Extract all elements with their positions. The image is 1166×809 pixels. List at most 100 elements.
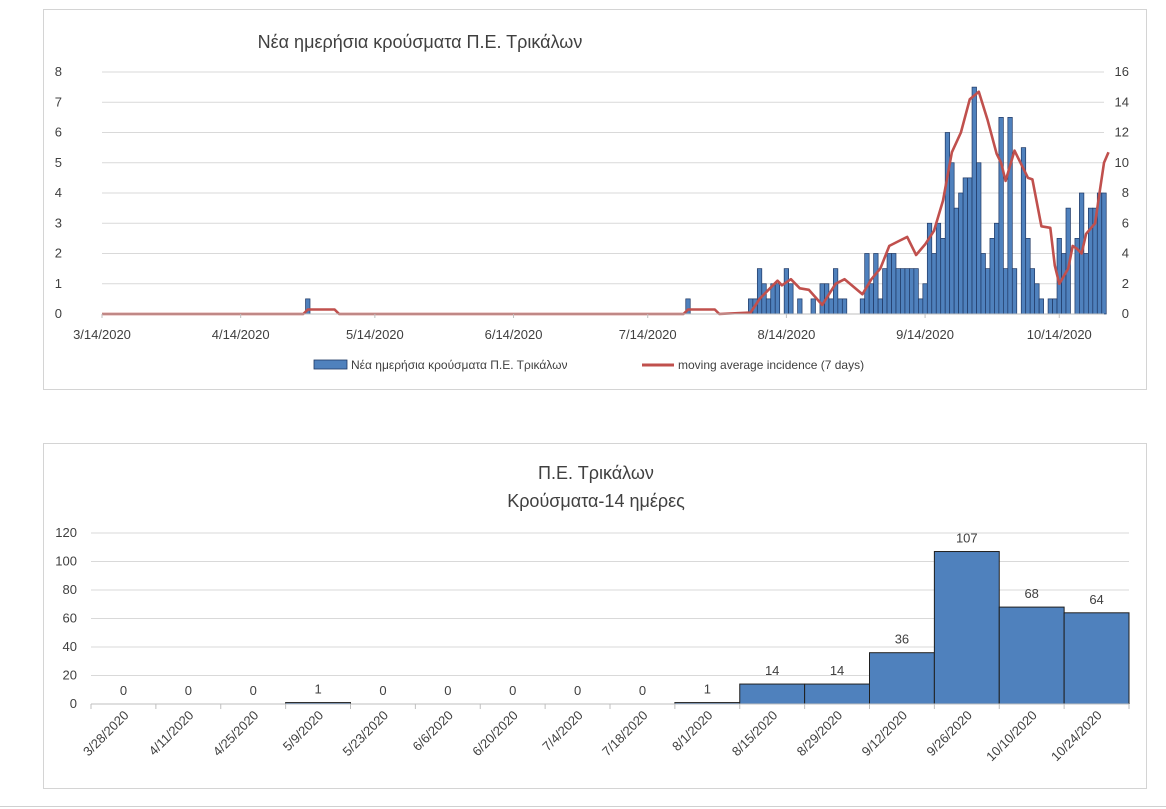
data-label: 107 — [956, 531, 978, 546]
y-left-tick-label: 5 — [55, 155, 62, 170]
biweekly-bar — [804, 683, 870, 705]
data-label: 36 — [895, 632, 909, 647]
daily-case-bar — [841, 298, 848, 315]
page-divider — [0, 806, 1166, 807]
biweekly-bar — [1063, 612, 1130, 705]
data-label: 1 — [704, 682, 711, 697]
daily-case-bar — [940, 238, 946, 315]
x-tick-label: 9/14/2020 — [896, 327, 954, 342]
daily-case-bar — [980, 253, 986, 315]
daily-case-bar — [1025, 238, 1031, 315]
daily-case-bar — [886, 253, 892, 315]
daily-case-bar — [1101, 192, 1107, 315]
daily-case-bar — [810, 298, 816, 315]
x-tick-label: 5/23/2020 — [340, 708, 392, 760]
data-label: 14 — [830, 663, 844, 678]
daily-case-bar — [958, 192, 964, 315]
y-tick-label: 120 — [55, 525, 77, 540]
x-tick-label: 10/10/2020 — [983, 708, 1040, 765]
daily-case-bar — [1003, 268, 1009, 315]
daily-case-bar — [833, 268, 839, 315]
data-label: 0 — [250, 683, 257, 698]
legend-label-line: moving average incidence (7 days) — [678, 358, 864, 372]
x-tick-label: 8/1/2020 — [669, 708, 715, 754]
biweekly-bar — [739, 683, 806, 705]
daily-case-bar — [797, 298, 803, 315]
data-label: 68 — [1024, 586, 1038, 601]
daily-case-bar — [900, 268, 906, 315]
x-tick-label: 9/26/2020 — [923, 708, 975, 760]
daily-case-bar — [976, 162, 982, 315]
daily-case-bar — [761, 283, 767, 315]
y-left-tick-label: 7 — [55, 94, 62, 109]
y-tick-label: 0 — [70, 696, 77, 711]
x-tick-label: 6/14/2020 — [485, 327, 543, 342]
data-label: 0 — [574, 683, 581, 698]
daily-case-bar — [877, 298, 883, 315]
daily-case-bar — [891, 253, 897, 315]
daily-case-bar — [1029, 268, 1036, 315]
daily-case-bar — [895, 268, 901, 315]
daily-case-bar — [1061, 253, 1067, 315]
biweekly-bar — [869, 652, 935, 705]
daily-case-bar — [935, 222, 942, 315]
daily-case-bar — [985, 268, 991, 315]
y-left-tick-label: 3 — [55, 215, 62, 230]
biweekly-bars: 0 0 0 1 0 0 0 0 0 1 14 14 36 107 68 64 — [120, 531, 1130, 705]
x-tick-label: 10/24/2020 — [1048, 708, 1105, 765]
daily-case-bar — [967, 177, 973, 315]
x-tick-label: 8/14/2020 — [757, 327, 815, 342]
data-label: 0 — [639, 683, 646, 698]
y-tick-label: 100 — [55, 554, 77, 569]
chart-title: Π.Ε. Τρικάλων — [538, 463, 654, 483]
daily-case-bar — [931, 253, 937, 315]
x-tick-label: 7/4/2020 — [539, 708, 585, 754]
daily-case-bar — [1007, 117, 1013, 315]
x-tick-label: 5/14/2020 — [346, 327, 404, 342]
x-tick-label: 4/11/2020 — [146, 708, 197, 759]
daily-case-bar — [873, 253, 879, 315]
x-tick-label: 6/6/2020 — [410, 708, 456, 754]
data-label: 64 — [1089, 592, 1103, 607]
data-label: 0 — [185, 683, 192, 698]
x-tick-label: 4/14/2020 — [212, 327, 270, 342]
daily-case-bar — [994, 222, 1000, 315]
y-left-tick-label: 8 — [55, 64, 62, 79]
x-tick-label: 7/18/2020 — [599, 708, 651, 760]
legend-swatch-bars — [313, 359, 348, 370]
x-tick-label: 3/28/2020 — [80, 708, 132, 760]
x-tick-label: 8/29/2020 — [794, 708, 846, 760]
data-label: 1 — [314, 682, 321, 697]
x-tick-label: 10/14/2020 — [1027, 327, 1092, 342]
y-right-tick-label: 8 — [1122, 185, 1129, 200]
biweekly-bar — [998, 606, 1065, 705]
chart-subtitle: Κρούσματα-14 ημέρες — [507, 491, 685, 511]
daily-case-bar — [859, 298, 866, 315]
daily-case-bar — [989, 238, 995, 315]
y-tick-label: 20 — [63, 668, 77, 683]
daily-case-bar — [953, 207, 959, 315]
x-tick-label: 5/9/2020 — [280, 708, 326, 754]
y-right-tick-label: 12 — [1115, 125, 1129, 140]
daily-case-bar — [828, 298, 834, 315]
daily-case-bar — [819, 283, 825, 315]
daily-case-bar — [783, 268, 789, 315]
daily-case-bar — [949, 162, 955, 315]
daily-case-bar — [904, 268, 910, 315]
daily-case-bar — [1083, 253, 1089, 315]
daily-case-bar — [922, 283, 928, 315]
y-right-tick-label: 2 — [1122, 276, 1129, 291]
daily-case-bar — [913, 268, 919, 315]
daily-case-bar — [1011, 268, 1018, 315]
y-right-tick-label: 6 — [1122, 215, 1129, 230]
data-label: 0 — [379, 683, 386, 698]
daily-case-bar — [1038, 298, 1044, 315]
x-tick-label: 3/14/2020 — [73, 327, 131, 342]
daily-case-bar — [1052, 298, 1058, 315]
chart-title: Νέα ημερήσια κρούσματα Π.Ε. Τρικάλων — [258, 32, 583, 52]
daily-case-bar — [756, 268, 763, 315]
